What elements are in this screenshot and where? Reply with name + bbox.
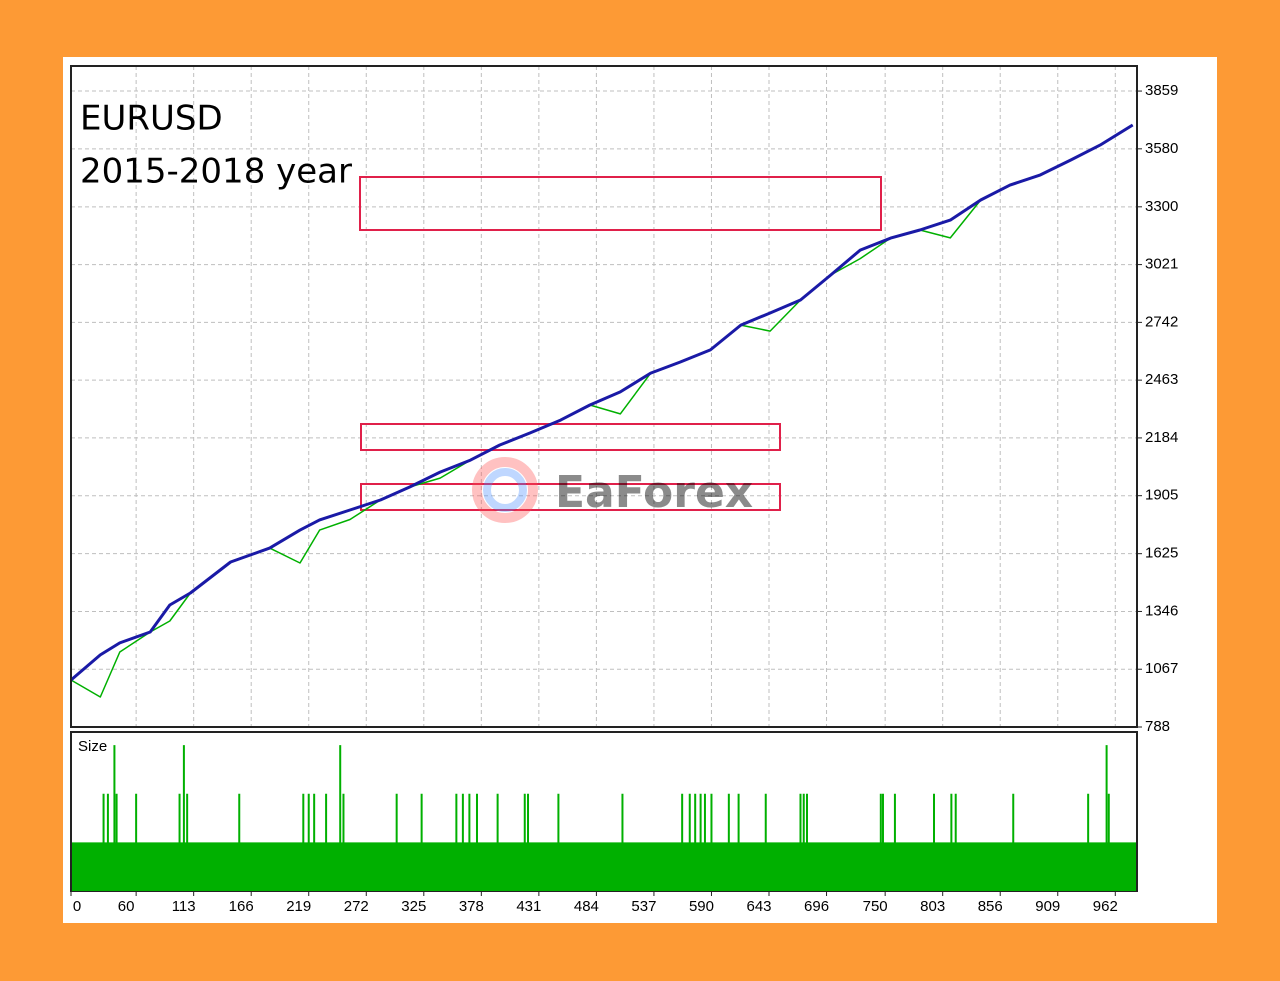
x-tick-label: 325 [401,898,426,915]
size-label: Size [78,738,107,755]
x-tick-label: 537 [631,898,656,915]
y-tick-label: 3021 [1145,256,1178,273]
y-tick-label: 1067 [1145,660,1178,677]
highlight-box [359,176,882,231]
plot-frame [70,65,1138,728]
y-tick-label: 3859 [1145,82,1178,99]
x-tick-label: 272 [344,898,369,915]
y-tick-label: 3580 [1145,140,1178,157]
highlight-box [360,423,781,451]
y-tick-label: 2463 [1145,371,1178,388]
y-tick-label: 1905 [1145,487,1178,504]
x-tick-label: 219 [286,898,311,915]
x-tick-label: 484 [574,898,599,915]
annotation: EURUSD [80,99,223,139]
x-tick-label: 431 [516,898,541,915]
x-tick-label: 856 [978,898,1003,915]
watermark-logo [472,457,538,523]
y-tick-label: 1625 [1145,545,1178,562]
x-tick-label: 590 [689,898,714,915]
y-tick-label: 1346 [1145,602,1178,619]
x-tick-label: 909 [1035,898,1060,915]
panel [63,57,1217,923]
x-tick-label: 60 [118,898,135,915]
x-tick-label: 0 [73,898,81,915]
x-tick-label: 378 [459,898,484,915]
y-tick-label: 3300 [1145,198,1178,215]
x-tick-label: 696 [804,898,829,915]
annotation: 2015-2018 year [80,152,352,192]
x-tick-label: 962 [1093,898,1118,915]
watermark: EaForex [555,467,753,518]
x-tick-label: 166 [229,898,254,915]
x-tick-label: 113 [172,898,196,915]
series-line [70,123,1134,682]
y-tick-label: 2742 [1145,313,1178,330]
x-tick-label: 803 [920,898,945,915]
highlight-box [360,483,781,511]
x-tick-label: 643 [746,898,771,915]
y-tick-label: 2184 [1145,429,1178,446]
size-base [72,842,1136,891]
y-tick-label: 788 [1145,718,1170,735]
x-tick-label: 750 [863,898,888,915]
